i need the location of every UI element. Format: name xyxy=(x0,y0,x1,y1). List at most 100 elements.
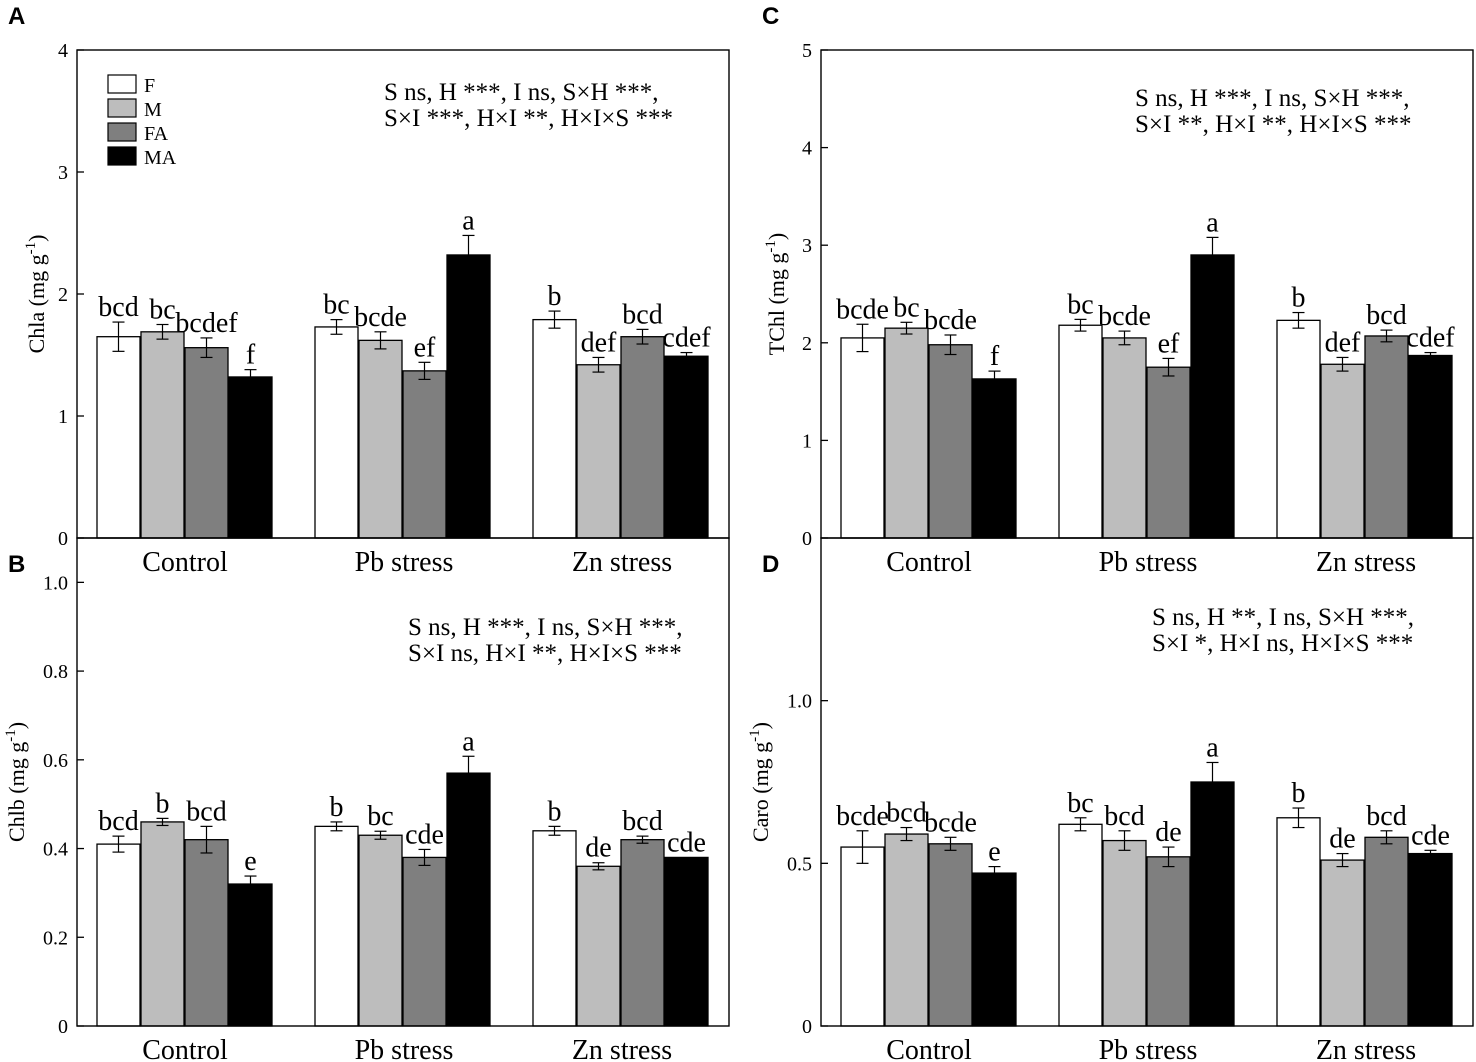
error-bar xyxy=(374,830,387,840)
error-bar xyxy=(200,825,213,854)
y-tick-label: 1.0 xyxy=(787,691,812,713)
error-bar xyxy=(1424,351,1437,360)
error-bar xyxy=(944,836,957,851)
stats-annotation: S ns, H ***, I ns, S×H ***, xyxy=(408,614,683,641)
panel-label: C xyxy=(762,3,779,30)
bar-D-FA-0 xyxy=(928,843,973,1027)
significance-letter: bcd xyxy=(1104,801,1144,832)
legend-label: MA xyxy=(144,147,177,169)
significance-letter: bc xyxy=(1067,289,1093,320)
error-bar xyxy=(156,817,169,827)
error-bar xyxy=(1206,236,1219,274)
bar-D-F-1 xyxy=(1058,823,1103,1027)
significance-letter: de xyxy=(1155,817,1181,848)
bar-C-F-2 xyxy=(1276,319,1321,539)
bar-D-MA-1 xyxy=(1190,781,1235,1027)
error-bar xyxy=(856,323,869,353)
bar-B-F-1 xyxy=(314,825,359,1027)
error-bar xyxy=(680,351,693,361)
legend-swatch-MA xyxy=(107,146,137,166)
bar-A-F-1 xyxy=(314,326,359,539)
error-bar xyxy=(330,319,343,335)
bar-D-F-0 xyxy=(840,846,885,1027)
significance-letter: bc xyxy=(1067,788,1093,819)
legend-label: FA xyxy=(144,123,169,145)
error-bar xyxy=(244,369,257,385)
significance-letter: bc xyxy=(323,290,349,321)
significance-letter: de xyxy=(1329,824,1355,855)
error-bar xyxy=(244,875,257,893)
bar-B-F-0 xyxy=(96,843,141,1027)
y-tick-label: 0.5 xyxy=(787,853,812,875)
y-tick-label: 0.2 xyxy=(43,927,68,949)
x-category-label: Zn stress xyxy=(572,1035,672,1062)
bar-A-MA-2 xyxy=(664,355,709,539)
error-bar xyxy=(1162,846,1175,868)
panel-label: D xyxy=(762,551,779,578)
significance-letter: b xyxy=(1292,283,1306,314)
bar-A-FA-1 xyxy=(402,370,447,539)
error-bar xyxy=(548,825,561,836)
significance-letter: bcd xyxy=(98,292,138,323)
error-bar xyxy=(1118,830,1131,851)
bar-C-FA-2 xyxy=(1364,335,1409,539)
bar-B-FA-2 xyxy=(620,839,665,1027)
significance-letter: bcd xyxy=(98,806,138,837)
y-tick-label: 4 xyxy=(58,40,68,62)
bar-B-MA-2 xyxy=(664,856,709,1027)
y-tick-label: 0 xyxy=(802,1016,812,1038)
x-category-label: Control xyxy=(142,547,228,578)
significance-letter: cdef xyxy=(1406,323,1455,354)
error-bar xyxy=(1074,318,1087,332)
bar-B-M-1 xyxy=(358,834,403,1027)
bar-C-MA-2 xyxy=(1408,354,1453,539)
significance-letter: f xyxy=(990,341,1000,372)
significance-letter: bc xyxy=(367,801,393,832)
bar-B-FA-0 xyxy=(184,839,229,1027)
y-tick-label: 5 xyxy=(802,40,812,62)
bar-C-M-2 xyxy=(1320,363,1365,539)
error-bar xyxy=(374,331,387,350)
error-bar xyxy=(330,821,343,832)
bar-C-FA-0 xyxy=(928,344,973,539)
y-tick-label: 0.4 xyxy=(43,839,68,861)
significance-letter: cdef xyxy=(662,323,711,354)
bar-A-F-2 xyxy=(532,318,577,539)
significance-letter: ef xyxy=(414,332,436,363)
error-bar xyxy=(944,334,957,356)
significance-letter: bcd xyxy=(622,299,662,330)
plot-frame xyxy=(76,537,730,1027)
x-category-label: Control xyxy=(142,1035,228,1062)
error-bar xyxy=(900,321,913,335)
x-category-label: Pb stress xyxy=(355,547,454,578)
y-tick-label: 3 xyxy=(802,235,812,257)
significance-letter: bcd xyxy=(186,796,226,827)
y-tick-label: 1 xyxy=(802,430,812,452)
significance-letter: bc xyxy=(149,295,175,326)
bar-C-MA-1 xyxy=(1190,254,1235,539)
y-axis-label: Chlb (mg g-1) xyxy=(3,722,29,842)
bar-D-MA-0 xyxy=(972,872,1017,1027)
x-category-label: Control xyxy=(886,547,972,578)
bar-C-M-1 xyxy=(1102,337,1147,539)
significance-letter: b xyxy=(548,796,562,827)
bar-A-MA-1 xyxy=(446,254,491,539)
error-bar xyxy=(112,835,125,853)
bar-D-FA-1 xyxy=(1146,856,1191,1027)
error-bar xyxy=(1118,330,1131,346)
bar-A-FA-0 xyxy=(184,347,229,539)
significance-letter: b xyxy=(330,792,344,823)
y-tick-label: 1 xyxy=(58,406,68,428)
x-category-label: Pb stress xyxy=(1099,547,1198,578)
bar-C-MA-0 xyxy=(972,378,1017,539)
significance-letter: bcd xyxy=(622,806,662,837)
significance-letter: bcde xyxy=(924,807,977,838)
error-bar xyxy=(1424,849,1437,858)
significance-letter: b xyxy=(1292,778,1306,809)
stats-annotation: S×I ns, H×I **, H×I×S *** xyxy=(408,640,682,667)
stats-annotation: S×I ***, H×I **, H×I×S *** xyxy=(384,105,673,132)
bar-D-MA-2 xyxy=(1408,852,1453,1027)
error-bar xyxy=(200,337,213,359)
